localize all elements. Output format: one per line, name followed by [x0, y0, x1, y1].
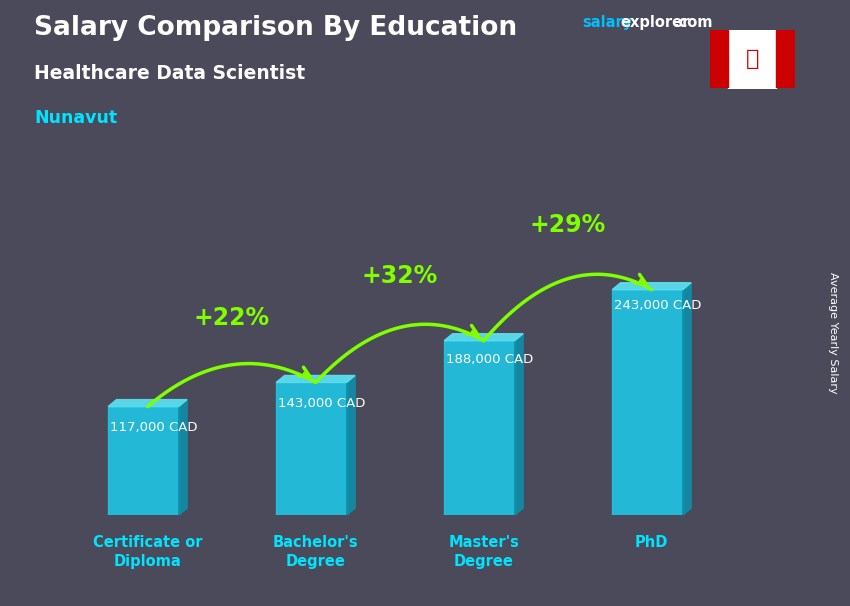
Bar	[710, 30, 728, 88]
Bar	[276, 382, 347, 515]
Text: Bachelor's
Degree: Bachelor's Degree	[273, 534, 359, 570]
Bar	[612, 290, 683, 515]
Text: +22%: +22%	[194, 305, 269, 330]
Text: +32%: +32%	[361, 264, 438, 288]
Polygon shape	[347, 376, 355, 515]
Polygon shape	[683, 283, 691, 515]
Text: Certificate or
Diploma: Certificate or Diploma	[93, 534, 202, 570]
Text: 243,000 CAD: 243,000 CAD	[614, 299, 701, 312]
Polygon shape	[612, 283, 691, 290]
Text: Average Yearly Salary: Average Yearly Salary	[828, 273, 838, 394]
Text: Salary Comparison By Education: Salary Comparison By Education	[34, 15, 517, 41]
Text: 143,000 CAD: 143,000 CAD	[278, 398, 366, 410]
Text: Healthcare Data Scientist: Healthcare Data Scientist	[34, 64, 305, 82]
Text: .com: .com	[673, 15, 712, 30]
Text: explorer: explorer	[620, 15, 690, 30]
Polygon shape	[108, 399, 187, 407]
Polygon shape	[515, 334, 523, 515]
Text: 🍁: 🍁	[745, 49, 759, 69]
Text: 188,000 CAD: 188,000 CAD	[446, 353, 533, 366]
Text: salary: salary	[582, 15, 632, 30]
Text: PhD: PhD	[635, 534, 668, 550]
Bar	[108, 407, 178, 515]
Text: +29%: +29%	[530, 213, 606, 237]
Polygon shape	[445, 334, 523, 341]
Bar	[776, 30, 795, 88]
Text: Master's
Degree: Master's Degree	[448, 534, 519, 570]
Polygon shape	[178, 399, 187, 515]
Text: Nunavut: Nunavut	[34, 109, 117, 127]
Polygon shape	[276, 376, 355, 382]
Bar	[445, 341, 515, 515]
Text: 117,000 CAD: 117,000 CAD	[110, 421, 197, 435]
